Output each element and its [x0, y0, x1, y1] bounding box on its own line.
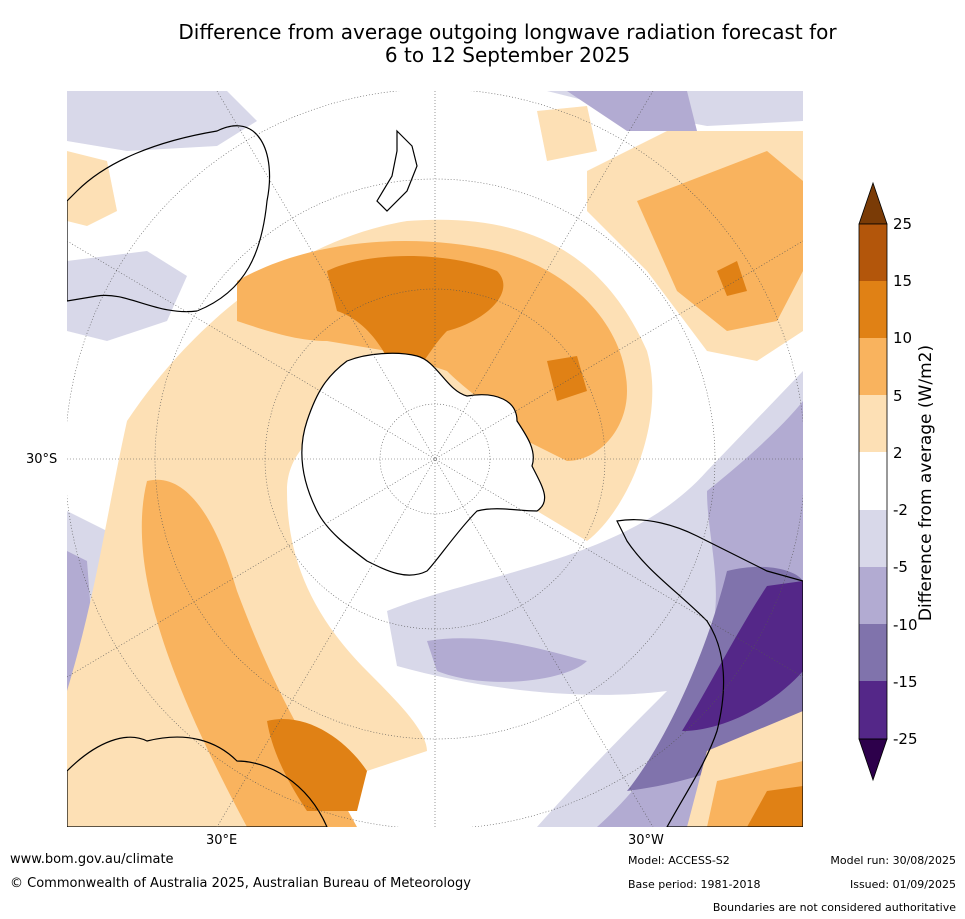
colorbar-bin-10-15	[859, 281, 887, 338]
colorbar-tick-label: 5	[893, 386, 903, 405]
colorbar-tick-label: -5	[893, 558, 908, 577]
copyright-text: © Commonwealth of Australia 2025, Austra…	[10, 876, 471, 891]
antarctica-outline	[301, 352, 546, 576]
colorbar-tick-label: 10	[893, 329, 913, 348]
graticule	[67, 91, 803, 827]
colorbar-bin-m10-m15	[859, 624, 887, 681]
lon-label-30w: 30°W	[628, 833, 664, 848]
colorbar-bin-m2-m5	[859, 510, 887, 567]
colorbar-tick-label: -25	[893, 730, 918, 748]
africa-outline	[67, 736, 328, 827]
colorbar-bin-5-10	[859, 338, 887, 395]
lat-label-30s: 30°S	[26, 452, 58, 467]
base-period-text: Base period: 1981-2018	[628, 878, 761, 891]
colorbar-arrow-top	[858, 181, 888, 225]
australia-outline	[67, 125, 271, 313]
issued-text: Issued: 01/09/2025	[849, 878, 956, 891]
colorbar-tick-label: -2	[893, 501, 908, 520]
colorbar-tick-label: -15	[893, 672, 918, 691]
colorbar-bin-m15-m25	[859, 681, 887, 739]
colorbar-tick-label: 25	[893, 215, 913, 233]
colorbar-tick-label: 15	[893, 272, 913, 291]
disclaimer-text: Boundaries are not considered authoritat…	[712, 901, 956, 914]
south-america-outline	[616, 519, 803, 827]
title-line-2: 6 to 12 September 2025	[384, 43, 631, 67]
colorbar-bin-m5-m10	[859, 567, 887, 624]
lon-label-30e: 30°E	[206, 833, 238, 848]
anomaly-minus15-minus25	[682, 581, 803, 731]
model-text: Model: ACCESS-S2	[628, 854, 730, 867]
polar-map	[67, 91, 803, 827]
website-link[interactable]: www.bom.gov.au/climate	[10, 852, 174, 867]
colorbar-bin-15-25	[859, 224, 887, 281]
colorbar-bin-2-5	[859, 395, 887, 452]
anomaly-plus10-plus15	[267, 256, 803, 827]
colorbar-bin-neutral	[859, 452, 887, 510]
colorbar-tick-label: -10	[893, 615, 918, 634]
model-run-text: Model run: 30/08/2025	[830, 854, 956, 867]
colorbar-arrow-bottom	[858, 738, 888, 782]
colorbar-tick-label: 2	[893, 443, 903, 462]
map-title: Difference from average outgoing longwav…	[60, 21, 955, 67]
title-line-1: Difference from average outgoing longwav…	[178, 20, 837, 44]
new-zealand-outline	[376, 129, 418, 212]
